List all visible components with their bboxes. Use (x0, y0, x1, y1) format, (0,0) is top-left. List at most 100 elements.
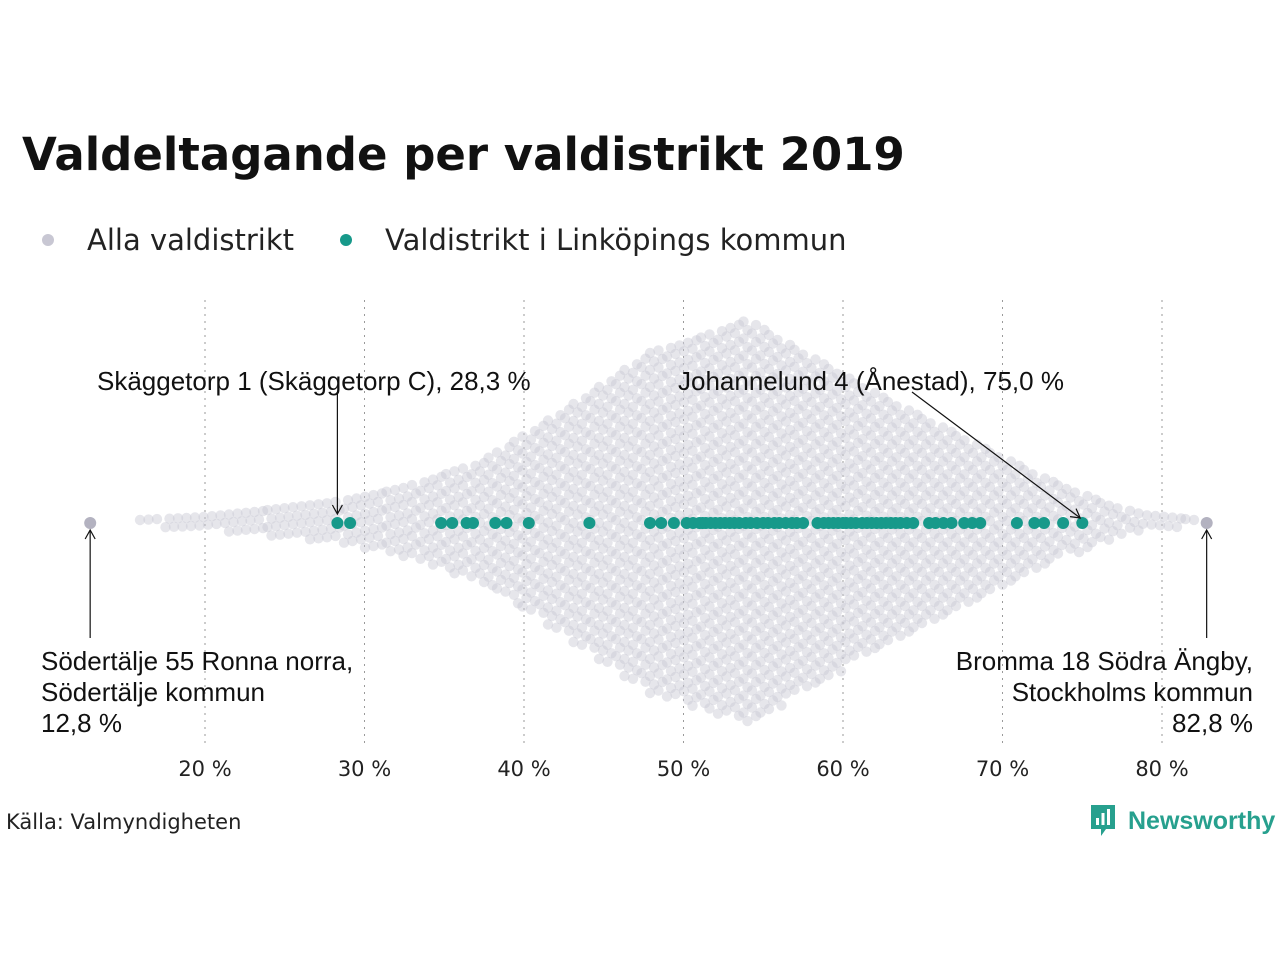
swarm-point-all (665, 410, 677, 422)
swarm-point-all (542, 432, 554, 443)
swarm-point-all (865, 430, 877, 441)
swarm-point-all (640, 659, 651, 670)
swarm-point-all (614, 489, 626, 500)
swarm-point-all (733, 353, 745, 364)
swarm-point-all (410, 522, 422, 533)
swarm-point-all (861, 561, 872, 572)
swarm-point-all (857, 417, 868, 428)
swarm-point-all (776, 598, 787, 609)
swarm-point-all (627, 452, 639, 463)
swarm-point-all (512, 445, 524, 456)
swarm-point-all (512, 496, 524, 507)
swarm-point-all (674, 442, 685, 453)
swarm-point-all (776, 496, 787, 507)
swarm-point-all (742, 341, 753, 353)
swarm-point-all (491, 549, 503, 560)
swarm-point-all (776, 343, 787, 354)
swarm-point-all (746, 634, 758, 645)
swarm-point-all (742, 545, 753, 557)
swarm-point-all (759, 443, 770, 455)
swarm-point-all (534, 463, 545, 474)
swarm-point-all (585, 532, 596, 543)
swarm-point-all (308, 508, 320, 519)
swarm-point-all (959, 554, 970, 565)
swarm-point-all (589, 489, 600, 500)
swarm-point-all (1120, 514, 1132, 525)
swarm-point-all (610, 549, 622, 560)
swarm-point-all (568, 398, 579, 410)
swarm-point-all (614, 523, 626, 534)
swarm-point-all (674, 561, 685, 572)
swarm-point-all (648, 628, 660, 639)
swarm-point-all (959, 469, 970, 480)
swarm-point-all (835, 615, 847, 626)
swarm-point-all (606, 614, 617, 625)
swarm-point-all (1001, 515, 1013, 527)
swarm-point-all (848, 378, 860, 389)
swarm-point-all (674, 595, 685, 606)
swarm-point-all (597, 407, 609, 418)
swarm-point-all (776, 632, 787, 643)
swarm-point-all (551, 622, 562, 633)
swarm-point-all (848, 480, 860, 491)
swarm-point-all (525, 468, 537, 479)
swarm-point-all (602, 554, 613, 565)
swarm-point-all (810, 609, 821, 620)
swarm-point-all (733, 693, 745, 704)
swarm-point-all (177, 521, 188, 532)
swarm-point-all (1048, 544, 1059, 556)
swarm-point-all (946, 494, 957, 505)
swarm-point-all (818, 597, 830, 608)
swarm-point-all (878, 409, 889, 420)
swarm-point-all (874, 554, 885, 565)
swarm-point-all (835, 547, 847, 558)
swarm-point-all (619, 364, 630, 376)
swarm-point-all (742, 375, 753, 387)
swarm-point-all (891, 418, 902, 429)
swarm-point-all (682, 456, 694, 467)
swarm-point-all (1137, 518, 1149, 529)
swarm-point-all (810, 422, 821, 433)
swarm-point-all (670, 484, 681, 496)
swarm-point-all (925, 435, 936, 446)
swarm-point-all (733, 387, 745, 398)
swarm-point-all (402, 525, 413, 536)
swarm-point-all (933, 447, 945, 459)
swarm-point-all (614, 591, 626, 602)
swarm-point-all (942, 435, 953, 446)
swarm-point-all (572, 594, 583, 605)
swarm-point-all (576, 588, 588, 599)
swarm-point-all (738, 707, 749, 718)
swarm-point-all (551, 469, 562, 480)
swarm-point-all (759, 494, 770, 506)
swarm-point-all (789, 531, 800, 542)
swarm-point-all (398, 482, 409, 494)
swarm-point-all (746, 702, 758, 713)
swarm-point-all (920, 558, 932, 569)
swarm-point-all (529, 425, 541, 437)
swarm-point-all (793, 353, 804, 364)
swarm-point-all (755, 554, 766, 565)
swarm-point-all (891, 435, 902, 446)
swarm-point-all (721, 586, 732, 597)
swarm-point-all (861, 646, 872, 657)
point-linkoping (331, 517, 344, 529)
swarm-point-all (670, 399, 681, 411)
swarm-point-all (912, 528, 923, 539)
swarm-point-all (810, 388, 821, 399)
swarm-point-all (857, 434, 868, 445)
swarm-point-all (665, 631, 677, 643)
swarm-point-all (470, 562, 481, 573)
swarm-point-all (351, 493, 362, 504)
swarm-point-all (916, 447, 928, 459)
swarm-point-all (559, 498, 571, 509)
swarm-point-all (457, 463, 469, 474)
legend-label-all: Alla valdistrikt (87, 223, 295, 257)
swarm-point-all (725, 407, 736, 419)
swarm-point-all (678, 567, 690, 578)
swarm-point-all (946, 596, 957, 607)
swarm-point-all (772, 691, 783, 703)
swarm-point-all (546, 593, 558, 605)
swarm-point-all (623, 509, 634, 520)
swarm-point-all (610, 600, 622, 611)
